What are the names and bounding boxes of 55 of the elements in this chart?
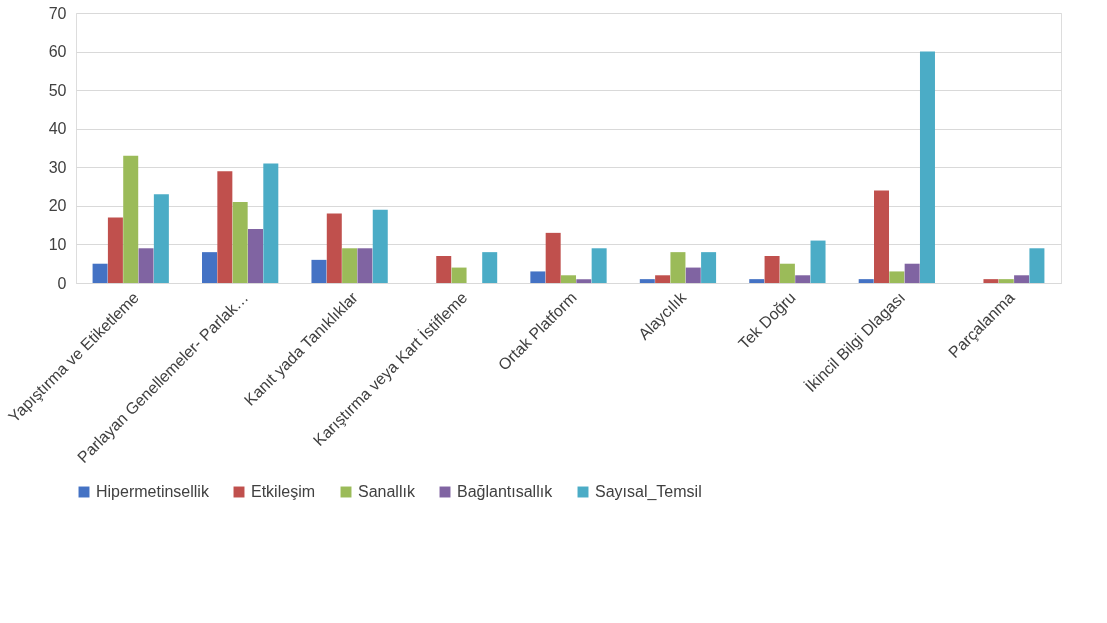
bar (1014, 275, 1030, 283)
bar (858, 279, 874, 283)
bar (482, 252, 498, 283)
bar (92, 263, 108, 283)
bar (889, 271, 905, 283)
legend-label: Bağlantısallık (457, 483, 554, 500)
bar (451, 267, 467, 283)
bar (795, 275, 811, 283)
bar (311, 259, 327, 283)
y-tick-label: 30 (48, 158, 67, 176)
bar (326, 213, 342, 283)
bar (232, 202, 248, 283)
bar (545, 232, 561, 283)
bar (153, 194, 169, 283)
y-tick-label: 20 (48, 197, 67, 215)
y-tick-label: 10 (48, 235, 67, 253)
legend-label: Sayısal_Temsil (595, 483, 702, 501)
bar (670, 252, 686, 283)
y-tick-label: 0 (57, 274, 67, 292)
bar (810, 240, 826, 283)
bar (576, 279, 592, 283)
bar (749, 279, 765, 283)
bar (685, 267, 701, 283)
bar (874, 190, 890, 283)
bar (202, 252, 218, 283)
bar (530, 271, 546, 283)
bar (263, 163, 279, 283)
legend-label: Hipermetinsellik (96, 483, 210, 500)
bar (655, 275, 671, 283)
bar (998, 279, 1014, 283)
legend-label: Sanallık (358, 483, 416, 500)
bar (217, 171, 233, 283)
y-tick-label: 40 (48, 120, 67, 138)
bar (247, 229, 263, 283)
bar (107, 217, 123, 283)
bar (904, 263, 920, 283)
bar (591, 248, 607, 283)
y-tick-label: 60 (48, 43, 67, 61)
legend-label: Etkileşim (251, 483, 316, 500)
bar (919, 51, 935, 283)
bar (138, 248, 154, 283)
y-tick-label: 50 (48, 81, 67, 99)
bar (764, 256, 780, 283)
bar (357, 248, 373, 283)
bar (1029, 248, 1045, 283)
bar (639, 279, 655, 283)
bar (342, 248, 358, 283)
bar (779, 263, 795, 283)
bar (372, 209, 388, 283)
bar (123, 155, 139, 283)
bar (701, 252, 717, 283)
y-tick-label: 70 (48, 4, 67, 22)
bar (561, 275, 576, 283)
bar (983, 279, 999, 283)
bar (436, 256, 452, 283)
